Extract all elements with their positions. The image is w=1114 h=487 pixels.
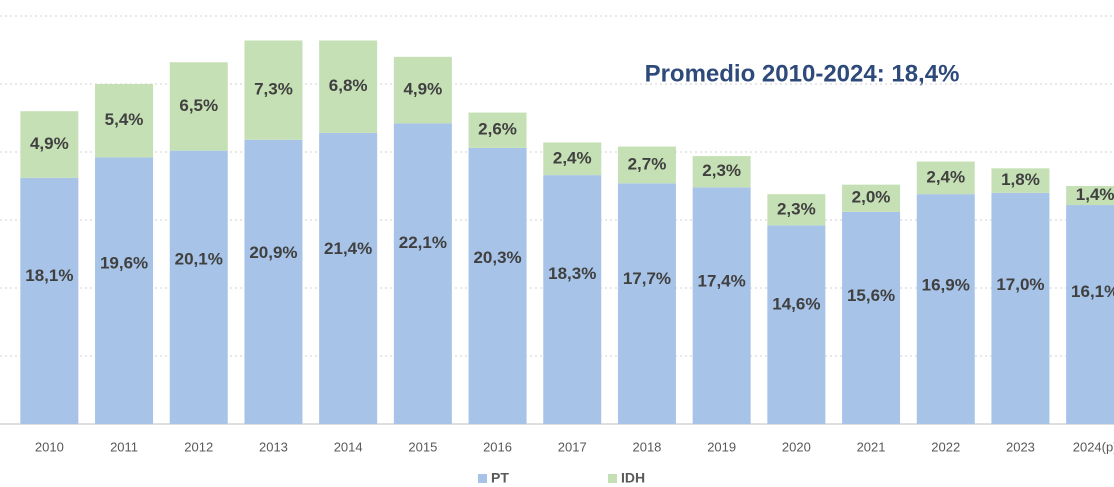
bar-segment (1066, 186, 1114, 206)
bar-segment (244, 139, 303, 424)
x-tick-label: 2012 (184, 439, 213, 454)
x-tick-label: 2017 (558, 439, 587, 454)
value-label: 2,4% (553, 148, 592, 167)
value-label: 20,1% (175, 249, 223, 268)
bar-segment (991, 192, 1050, 424)
x-tick-label: 2013 (259, 439, 288, 454)
bar-segment (95, 84, 154, 158)
bar-segment (393, 56, 452, 124)
value-label: 15,6% (847, 286, 895, 305)
value-label: 19,6% (100, 254, 148, 273)
bar-segment (692, 156, 751, 188)
x-tick-label: 2014 (334, 439, 363, 454)
value-label: 14,6% (772, 294, 820, 313)
bar-segment (767, 194, 826, 226)
value-label: 6,5% (179, 96, 218, 115)
annotation: Promedio 2010-2024: 18,4% (645, 60, 960, 87)
bar-segment (169, 62, 228, 151)
bar-segment (169, 150, 228, 424)
value-label: 4,9% (30, 134, 69, 153)
legend-swatch (608, 474, 617, 483)
value-label: 2,6% (478, 120, 517, 139)
x-tick-label: 2020 (782, 439, 811, 454)
bar-segment (767, 225, 826, 424)
bar-segment (319, 132, 378, 424)
bar-segment (842, 211, 901, 424)
bar-segment (842, 184, 901, 212)
bar-segment (20, 111, 79, 178)
bar-segment (991, 168, 1050, 193)
bar-segment (916, 161, 975, 195)
value-label: 17,4% (698, 272, 746, 291)
value-label: 5,4% (105, 110, 144, 129)
value-label: 7,3% (254, 80, 293, 99)
value-label: 2,0% (852, 188, 891, 207)
bar-segment (95, 157, 154, 424)
value-label: 22,1% (399, 233, 447, 252)
bar-segment (1066, 205, 1114, 424)
value-label: 2,3% (702, 161, 741, 180)
x-tick-label: 2024(p) (1073, 439, 1114, 454)
value-label: 17,0% (996, 275, 1044, 294)
x-tick-label: 2023 (1006, 439, 1035, 454)
value-label: 18,3% (548, 264, 596, 283)
bar-segment (617, 146, 676, 184)
value-label: 4,9% (403, 80, 442, 99)
value-label: 2,4% (926, 167, 965, 186)
bar-segment (393, 123, 452, 424)
bar-segment (543, 175, 602, 424)
value-label: 2,7% (628, 154, 667, 173)
value-label: 1,4% (1076, 185, 1114, 204)
x-tick-label: 2021 (857, 439, 886, 454)
bar-segment (543, 142, 602, 176)
x-tick-label: 2022 (931, 439, 960, 454)
bar-segment (244, 40, 303, 140)
x-tick-label: 2015 (408, 439, 437, 454)
value-label: 2,3% (777, 199, 816, 218)
value-label: 17,7% (623, 269, 671, 288)
x-tick-label: 2016 (483, 439, 512, 454)
value-label: 6,8% (329, 76, 368, 95)
bar-segment (692, 187, 751, 424)
x-tick-label: 2019 (707, 439, 736, 454)
bar-segment (468, 112, 527, 148)
value-label: 20,9% (249, 243, 297, 262)
legend-label: PT (491, 470, 509, 486)
bar-segment (20, 177, 79, 424)
x-tick-label: 2010 (35, 439, 64, 454)
bar-segment (319, 40, 378, 133)
bar-segment (617, 183, 676, 424)
value-label: 18,1% (25, 266, 73, 285)
value-label: 20,3% (473, 248, 521, 267)
x-tick-label: 2018 (632, 439, 661, 454)
legend-label: IDH (621, 470, 645, 486)
value-label: 1,8% (1001, 170, 1040, 189)
value-label: 16,1% (1071, 282, 1114, 301)
legend-swatch (478, 474, 487, 483)
bar-segment (916, 194, 975, 424)
value-label: 16,9% (922, 276, 970, 295)
value-label: 21,4% (324, 239, 372, 258)
bar-segment (468, 147, 527, 425)
x-tick-label: 2011 (110, 439, 138, 454)
